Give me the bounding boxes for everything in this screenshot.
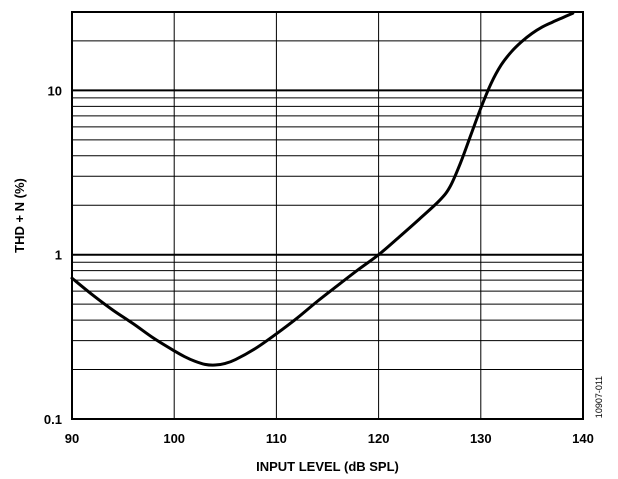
x-tick-label: 100 (163, 431, 185, 446)
x-tick-label: 140 (572, 431, 594, 446)
y-tick-label: 10 (48, 83, 62, 98)
y-axis-title: THD + N (%) (12, 178, 27, 253)
y-tick-labels: 0.1 1 10 (44, 83, 62, 427)
x-tick-label: 90 (65, 431, 79, 446)
y-tick-label: 0.1 (44, 412, 62, 427)
x-tick-label: 120 (368, 431, 390, 446)
plot-area (70, 11, 575, 367)
figure-id: 10907-011 (594, 376, 604, 418)
grid (72, 12, 583, 419)
y-tick-label: 1 (55, 248, 62, 263)
x-tick-label: 130 (470, 431, 492, 446)
thd-curve-series (70, 11, 575, 367)
x-axis-title: INPUT LEVEL (dB SPL) (256, 459, 399, 474)
x-tick-labels: 90 100 110 120 130 140 (65, 431, 594, 446)
plot-frame (71, 11, 584, 420)
x-tick-label: 110 (266, 431, 287, 446)
